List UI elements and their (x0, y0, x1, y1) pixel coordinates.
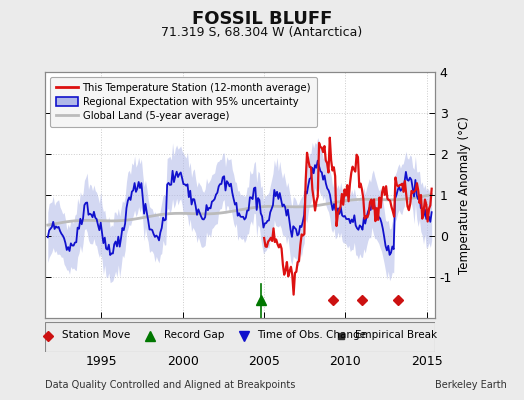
Text: 2010: 2010 (330, 355, 362, 368)
Y-axis label: Temperature Anomaly (°C): Temperature Anomaly (°C) (457, 116, 471, 274)
Text: 1995: 1995 (85, 355, 117, 368)
Text: 2005: 2005 (248, 355, 280, 368)
Text: 71.319 S, 68.304 W (Antarctica): 71.319 S, 68.304 W (Antarctica) (161, 26, 363, 39)
Text: FOSSIL BLUFF: FOSSIL BLUFF (192, 10, 332, 28)
Text: Time of Obs. Change: Time of Obs. Change (257, 330, 366, 340)
Text: Station Move: Station Move (62, 330, 130, 340)
Text: Data Quality Controlled and Aligned at Breakpoints: Data Quality Controlled and Aligned at B… (45, 380, 295, 390)
Text: 2000: 2000 (167, 355, 199, 368)
Text: Berkeley Earth: Berkeley Earth (435, 380, 507, 390)
Legend: This Temperature Station (12-month average), Regional Expectation with 95% uncer: This Temperature Station (12-month avera… (50, 77, 317, 127)
Text: Empirical Break: Empirical Break (355, 330, 437, 340)
Text: 2015: 2015 (411, 355, 443, 368)
Text: Record Gap: Record Gap (163, 330, 224, 340)
